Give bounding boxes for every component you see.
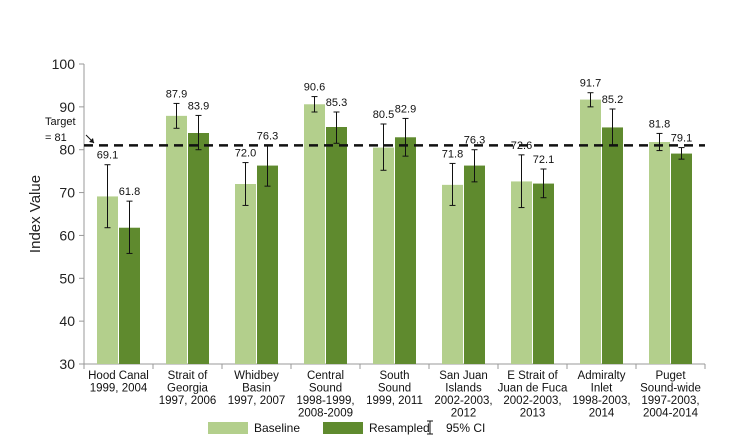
bar-resampled [533, 183, 554, 364]
bar-resampled [602, 127, 623, 364]
category-label: Juan de Fuca [498, 383, 568, 395]
bar-baseline [235, 184, 256, 364]
target-line-group: Target = 81 [45, 116, 705, 147]
category-label: 2008-2009 [298, 408, 353, 420]
bar-baseline [304, 104, 325, 365]
bar-resampled [188, 133, 209, 364]
category-label: Hood Canal [88, 370, 149, 382]
data-label: 81.8 [649, 118, 670, 130]
y-tick-label: 60 [59, 227, 75, 243]
axes: 30 40 50 60 70 80 90 100 [52, 56, 706, 372]
legend-label-ci: 95% CI [446, 421, 485, 435]
data-label: 85.3 [326, 97, 347, 109]
category-label: 2012 [451, 408, 477, 420]
data-label: 80.5 [373, 109, 394, 121]
data-label: 91.7 [580, 78, 601, 90]
legend-swatch-resampled [323, 422, 363, 434]
category-label: Whidbey [234, 370, 279, 382]
legend-label-resampled: Resampled [369, 421, 430, 435]
category-label: 2013 [520, 408, 546, 420]
category-label: 1998-2003, [572, 395, 630, 407]
data-label: 83.9 [188, 100, 209, 112]
category-label: South [379, 370, 409, 382]
legend: Baseline Resampled 95% CI [208, 420, 485, 435]
data-label: 61.8 [119, 186, 140, 198]
y-tick-label: 100 [52, 56, 76, 72]
category-label: Strait of [168, 370, 208, 382]
y-tick-label: 70 [59, 185, 75, 201]
data-label: 72.1 [533, 154, 554, 166]
y-tick-label: 80 [59, 142, 75, 158]
bars [97, 99, 692, 365]
y-tick-label: 90 [59, 99, 75, 115]
category-label: 1999, 2011 [366, 395, 423, 407]
bar-resampled [671, 153, 692, 364]
legend-swatch-baseline [208, 422, 248, 434]
category-label: Inlet [591, 383, 614, 395]
category-label: 2014 [589, 408, 615, 420]
category-label: Basin [242, 383, 271, 395]
category-label: Sound [378, 383, 411, 395]
error-bars [104, 92, 685, 254]
category-label: Georgia [167, 383, 209, 395]
y-tick-label: 40 [59, 313, 75, 329]
bar-resampled [257, 165, 278, 364]
category-label: 1997, 2006 [159, 395, 217, 407]
bar-baseline [442, 184, 463, 364]
category-label: Central [307, 370, 344, 382]
data-label: 72.0 [235, 148, 256, 160]
category-label: 1997, 2007 [228, 395, 286, 407]
category-label: Islands [445, 383, 482, 395]
bar-resampled [464, 165, 485, 364]
data-label: 82.9 [395, 103, 416, 115]
category-label: 2002-2003, [503, 395, 561, 407]
category-label: Sound [309, 383, 342, 395]
category-label: 2002-2003, [434, 395, 492, 407]
category-label: 1997-2003, [641, 395, 699, 407]
bar-resampled [326, 127, 347, 364]
data-labels: 69.1 87.9 72.0 90.6 80.5 71.8 72.6 91.7 81.8 61.8… [97, 78, 692, 198]
data-label: 87.9 [166, 88, 187, 100]
y-axis-title: Index Value [27, 175, 44, 253]
bar-resampled [119, 227, 140, 364]
data-label: 71.8 [442, 148, 463, 160]
data-label: 85.2 [602, 94, 623, 106]
bar-resampled [395, 137, 416, 364]
category-label: San Juan [439, 370, 488, 382]
category-label: 2004-2014 [643, 408, 699, 420]
bar-baseline [649, 142, 670, 364]
target-label-value: = 81 [45, 132, 67, 144]
data-label: 79.1 [671, 133, 692, 145]
data-label: 76.3 [257, 130, 278, 142]
target-arrowhead-icon [89, 138, 94, 143]
data-label: 72.6 [511, 140, 532, 152]
data-label: 69.1 [97, 150, 118, 162]
bar-baseline [373, 147, 394, 364]
target-label: Target [45, 116, 76, 128]
category-label: Sound-wide [640, 383, 701, 395]
bar-baseline [166, 115, 187, 364]
bar-baseline [580, 99, 601, 365]
legend-label-baseline: Baseline [254, 421, 300, 435]
category-label: 1998-1999, [296, 395, 354, 407]
category-label: 1999, 2004 [90, 383, 148, 395]
bar-baseline [97, 196, 118, 364]
category-label: Puget [655, 370, 686, 382]
data-label: 90.6 [304, 82, 325, 94]
category-label: E Strait of [507, 370, 558, 382]
bar-baseline [511, 181, 532, 364]
data-label: 76.3 [464, 135, 485, 147]
y-tick-label: 30 [59, 356, 75, 372]
category-label: Admiralty [578, 370, 626, 382]
y-tick-label: 50 [59, 270, 75, 286]
